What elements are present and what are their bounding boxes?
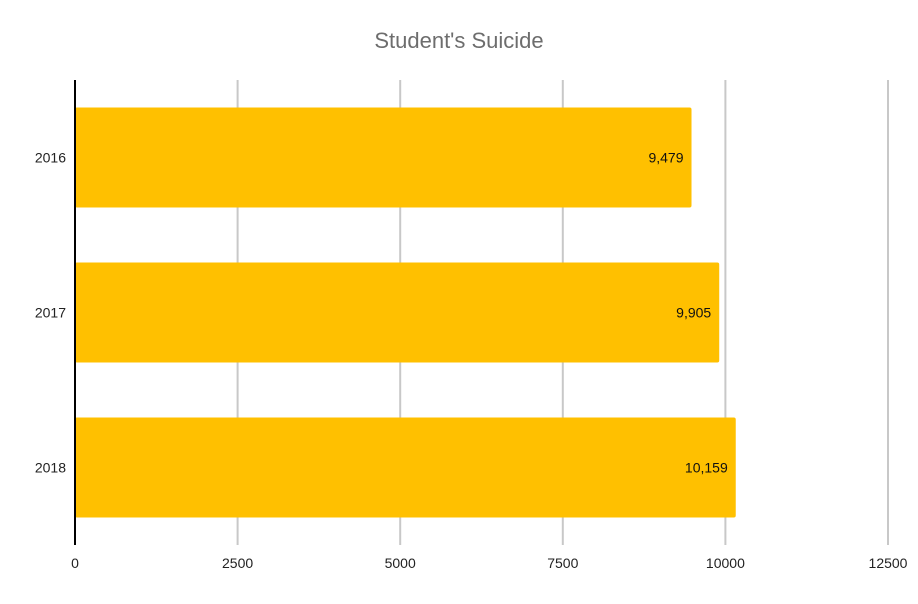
y-tick-label: 2017 (35, 305, 66, 321)
bars (75, 107, 736, 518)
x-tick-label: 10000 (706, 555, 745, 571)
bar-2017 (75, 262, 720, 363)
data-label: 9,905 (676, 305, 711, 321)
x-tick-label: 0 (71, 555, 79, 571)
data-label: 9,479 (648, 150, 683, 166)
x-tick-label: 2500 (222, 555, 253, 571)
data-label: 10,159 (685, 460, 728, 476)
bar-2016 (75, 107, 692, 208)
chart-title: Student's Suicide (374, 28, 544, 53)
x-tick-label: 7500 (547, 555, 578, 571)
bar-2018 (75, 417, 736, 518)
x-tick-label: 12500 (869, 555, 908, 571)
data-labels: 9,479 9,905 10,159 (648, 150, 727, 476)
axes: 0 2500 5000 7500 10000 12500 2016 2017 2018 (35, 80, 908, 571)
y-tick-label: 2016 (35, 150, 66, 166)
y-tick-label: 2018 (35, 460, 66, 476)
x-tick-label: 5000 (385, 555, 416, 571)
